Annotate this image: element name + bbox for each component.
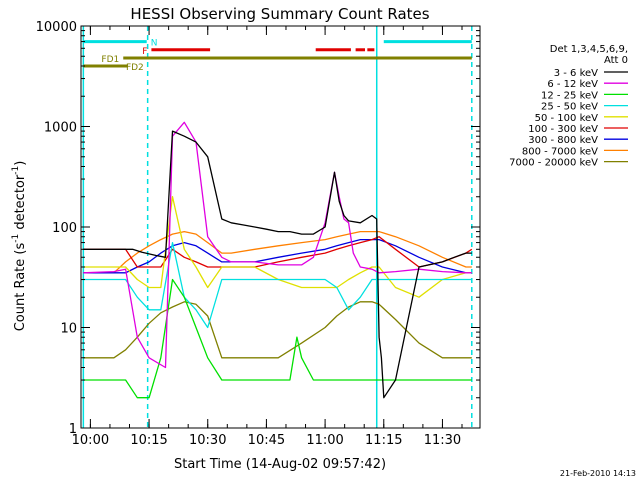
legend-label: 300 - 800 keV (528, 135, 598, 146)
series-line-7 (83, 238, 472, 274)
series-line-1 (83, 130, 472, 399)
legend-label: 25 - 50 keV (541, 102, 598, 113)
legend-label: 7000 - 20000 keV (509, 158, 598, 169)
flag-label-n: N (151, 39, 158, 49)
y-tick-label: 10000 (36, 20, 77, 35)
y-axis-label-sup2: -1 (11, 166, 21, 175)
plot-area (82, 26, 473, 428)
y-tick-label: 100 (52, 221, 77, 236)
y-axis-label-sup1: -1 (11, 234, 21, 243)
series-line-3 (83, 278, 472, 399)
x-tick-label: 10:15 (130, 433, 167, 448)
legend-label: 800 - 7000 keV (522, 146, 598, 157)
flag-labels: NF FD1 FD2 (101, 39, 157, 73)
series-line-6 (83, 236, 473, 268)
legend-header: Att 0 (604, 55, 628, 66)
x-tick-label: 11:00 (306, 433, 343, 448)
x-axis-label: Start Time (14-Aug-02 09:57:42) (174, 457, 386, 472)
legend-header: Det 1,3,4,5,6,9, (550, 44, 628, 55)
y-tick-label: 1 (69, 422, 77, 437)
y-axis-label-end: ) (13, 161, 28, 166)
y-tick-label: 1000 (44, 121, 77, 136)
y-axis-label: Count Rate (s-1 detector-1) (11, 161, 28, 332)
chart-title: HESSI Observing Summary Count Rates (130, 5, 429, 23)
x-tick-label: 10:30 (189, 433, 226, 448)
x-tick-label: 11:15 (365, 433, 402, 448)
legend-label: 100 - 300 keV (528, 124, 598, 135)
x-tick-label: 11:30 (424, 433, 461, 448)
legend-label: 6 - 12 keV (547, 79, 598, 90)
flag-label-fd2: FD2 (126, 63, 144, 73)
flag-label-f: F (142, 47, 147, 57)
series-line-8 (83, 230, 472, 274)
axes: 1 10 100 1000 10000 10:00 10:15 10:30 10:45 11:00… (36, 20, 480, 448)
series-line-4 (83, 241, 472, 329)
series-line-9 (83, 301, 472, 359)
flag-label-fd1: FD1 (101, 55, 119, 65)
x-tick-label: 10:45 (248, 433, 285, 448)
legend-label: 12 - 25 keV (541, 90, 598, 101)
series-line-2 (83, 121, 472, 369)
y-axis-label-mid: detector (13, 174, 28, 234)
x-tick-label: 10:00 (72, 433, 109, 448)
y-tick-label: 10 (60, 322, 77, 337)
date-stamp: 21-Feb-2010 14:13 (560, 469, 636, 478)
legend-label: 50 - 100 keV (535, 113, 599, 124)
legend-label: 3 - 6 keV (554, 68, 598, 79)
y-axis-label-main: Count Rate (s (13, 243, 28, 332)
series-line-5 (83, 196, 472, 298)
